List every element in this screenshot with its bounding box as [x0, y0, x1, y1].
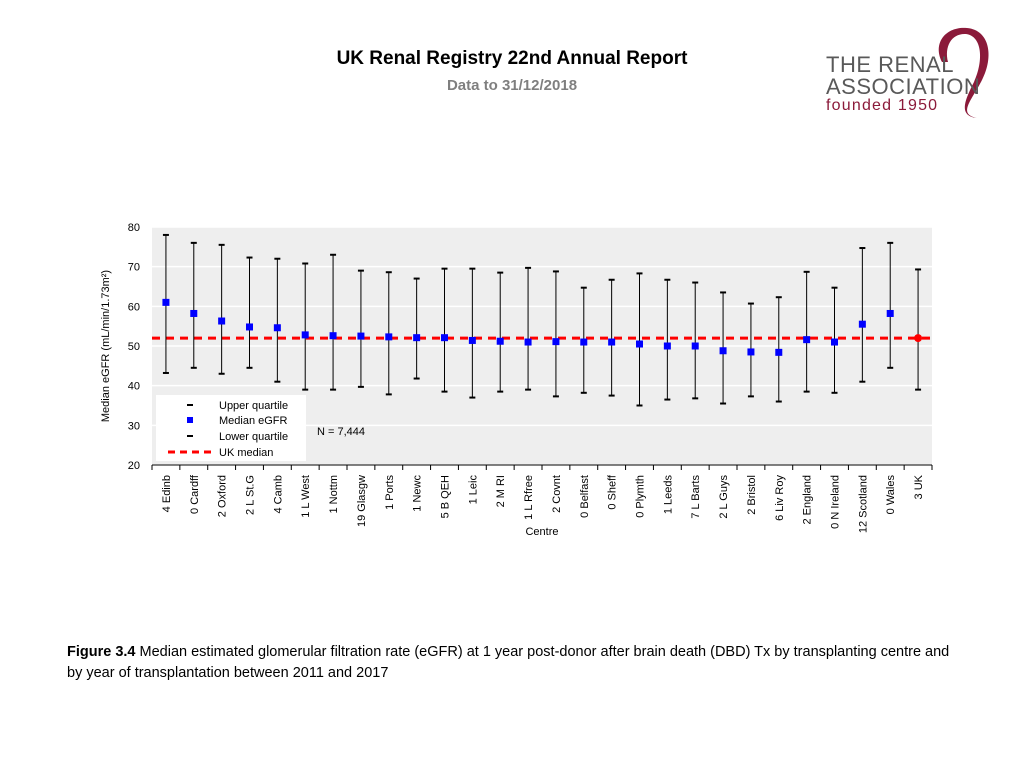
median-point	[413, 334, 421, 342]
median-point	[803, 336, 811, 344]
caption-text: Median estimated glomerular filtration r…	[67, 644, 950, 681]
median-point	[747, 348, 755, 356]
caption-label: Figure 3.4	[67, 644, 136, 660]
n-annotation: N = 7,444	[317, 426, 365, 438]
x-tick-label: 0 Sheff	[607, 474, 619, 510]
x-tick-label: 1 Leic	[467, 475, 479, 505]
median-point	[775, 348, 783, 356]
x-axis-label: Centre	[525, 526, 558, 538]
report-subtitle: Data to 31/12/2018	[446, 77, 578, 94]
legend-median-symbol	[187, 417, 193, 423]
x-tick-label: 2 M RI	[495, 475, 507, 507]
median-point	[886, 309, 894, 317]
logo-text-line1: THE RENAL	[826, 52, 954, 77]
x-tick-label: 0 Belfast	[579, 475, 591, 518]
logo-text-line3: founded 1950	[826, 97, 939, 114]
figure-caption: Figure 3.4 Median estimated glomerular f…	[67, 642, 967, 684]
x-tick-label: 0 Wales	[885, 475, 897, 515]
median-point	[357, 332, 365, 340]
x-tick-label: 3 UK	[913, 474, 925, 499]
median-point	[218, 317, 226, 325]
x-tick-label: 1 L West	[300, 475, 312, 518]
x-tick-label: 1 Leeds	[662, 475, 674, 515]
x-tick-label: 2 England	[802, 475, 814, 525]
median-point	[301, 331, 309, 339]
x-tick-label: 1 L Rfree	[523, 475, 535, 520]
median-point	[441, 334, 448, 342]
median-point	[246, 323, 253, 331]
median-point	[496, 337, 504, 345]
median-point	[663, 342, 671, 350]
x-tick-label: 1 Ports	[384, 475, 396, 510]
egfr-chart: 20 30 40 50 60 70 80 4 Edinb 0 Cardff 2 Oxford 2 L…	[100, 222, 933, 538]
x-tick-label: 19 Glasgw	[356, 475, 368, 527]
median-point	[691, 342, 699, 350]
y-tick-label: 70	[128, 262, 140, 274]
y-tick-label: 50	[128, 341, 140, 353]
median-point	[273, 324, 281, 332]
legend-entry: UK median	[219, 447, 273, 459]
median-point	[608, 338, 616, 346]
y-tick-label: 80	[128, 222, 140, 234]
x-tick-label: 1 Newc	[412, 475, 424, 512]
legend-entry: Lower quartile	[219, 431, 288, 443]
median-point	[524, 338, 532, 346]
x-tick-label: 0 N Ireland	[830, 475, 842, 529]
median-point	[719, 347, 727, 355]
median-point	[162, 298, 170, 306]
x-tick-label: 2 L Guys	[718, 475, 730, 519]
x-tick-label: 0 Cardff	[189, 474, 201, 514]
y-axis-label: Median eGFR (mL/min/1.73m²)	[100, 270, 112, 422]
uk-median-point	[914, 334, 923, 343]
renal-association-logo: THE RENAL ASSOCIATION founded 1950	[824, 22, 999, 122]
median-point	[636, 340, 643, 348]
median-point	[831, 338, 838, 346]
x-tick-label: 4 Edinb	[161, 475, 173, 512]
median-point	[329, 332, 337, 340]
y-tick-label: 40	[128, 381, 140, 393]
x-tick-label: 2 Bristol	[746, 475, 758, 515]
x-tick-label: 7 L Barts	[690, 475, 702, 519]
legend-entry: Median eGFR	[219, 415, 288, 427]
y-tick-label: 60	[128, 301, 140, 313]
logo-text-line2: ASSOCIATION	[826, 74, 981, 99]
x-tick-label: 6 Liv Roy	[774, 475, 786, 521]
y-tick-label: 30	[128, 420, 140, 432]
median-point	[580, 338, 588, 346]
report-title: UK Renal Registry 22nd Annual Report	[336, 48, 688, 69]
x-tick-label: 5 B QEH	[440, 475, 452, 518]
x-tick-label: 2 Covnt	[551, 475, 563, 513]
x-tick-label: 1 Nottm	[328, 475, 340, 514]
logo-swoosh-icon	[938, 27, 989, 118]
x-tick-label: 0 Plymth	[635, 475, 647, 518]
median-point	[385, 333, 393, 341]
median-point	[858, 320, 866, 328]
x-tick-label: 4 Camb	[272, 475, 284, 514]
legend-box	[156, 395, 306, 461]
legend-entry: Upper quartile	[219, 400, 288, 412]
x-tick-label: 2 Oxford	[217, 475, 229, 517]
median-point	[468, 336, 476, 344]
median-point	[552, 338, 560, 346]
x-tick-label: 2 L St.G	[245, 475, 257, 515]
x-tick-label: 12 Scotland	[857, 475, 869, 533]
y-tick-label: 20	[128, 460, 140, 472]
median-point	[190, 309, 198, 317]
